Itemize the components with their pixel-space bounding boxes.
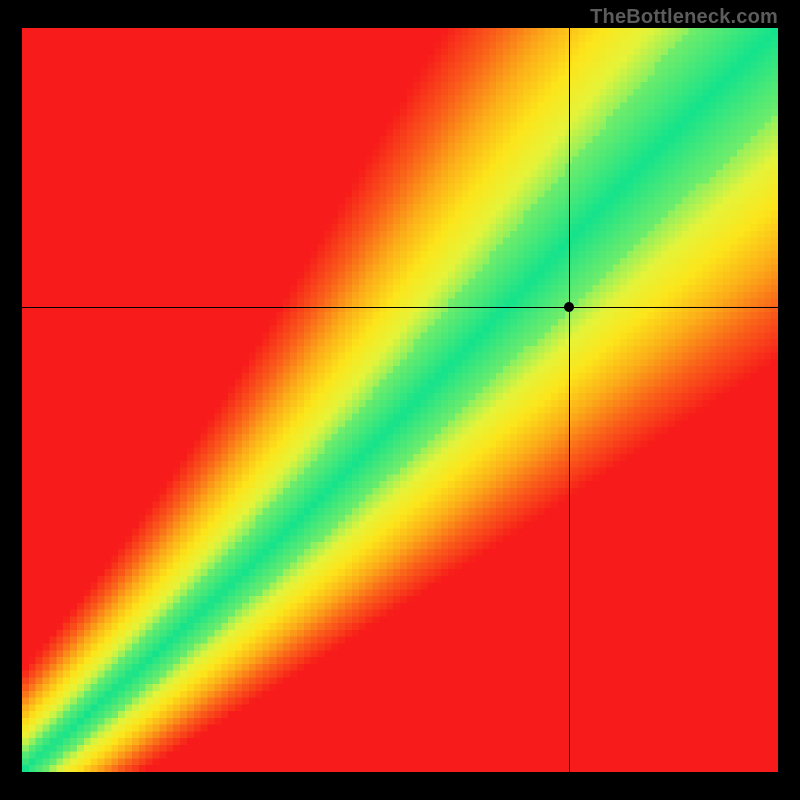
crosshair-vertical <box>569 28 570 772</box>
watermark-text: TheBottleneck.com <box>590 6 778 29</box>
crosshair-horizontal <box>22 307 778 308</box>
plot-area <box>22 28 778 772</box>
crosshair-marker <box>564 302 574 312</box>
heatmap-canvas <box>22 28 778 772</box>
